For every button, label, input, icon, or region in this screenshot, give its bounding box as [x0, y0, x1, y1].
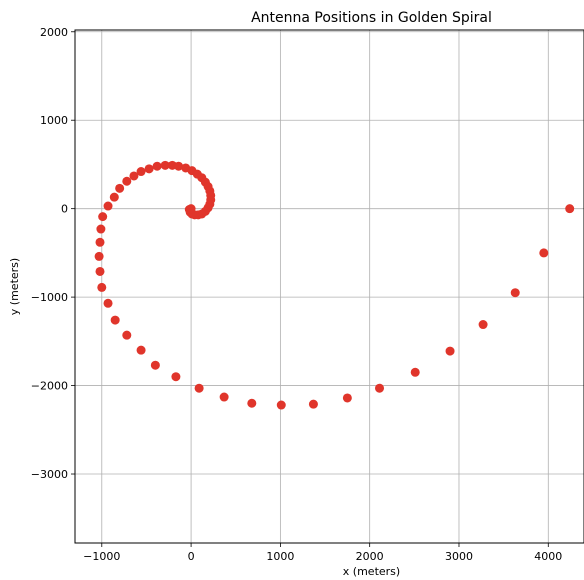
antenna-point [342, 393, 352, 403]
y-axis-label: y (meters) [8, 258, 21, 315]
antenna-point [94, 251, 104, 261]
antenna-point [109, 192, 119, 202]
x-tick-label: −1000 [83, 550, 120, 563]
x-axis-label: x (meters) [343, 565, 400, 578]
antenna-point [410, 367, 420, 377]
x-tick-label: 3000 [445, 550, 473, 563]
x-tick-label: 2000 [356, 550, 384, 563]
antenna-point [171, 372, 181, 382]
antenna-point [95, 266, 105, 276]
antenna-point [160, 160, 170, 170]
antenna-point [565, 204, 575, 214]
antenna-point [174, 161, 184, 171]
antenna-point [115, 183, 125, 193]
antenna-point [97, 282, 107, 292]
y-tick-label: 0 [61, 203, 68, 216]
antenna-point [144, 164, 154, 174]
antenna-point [308, 399, 318, 409]
antenna-point [96, 224, 106, 234]
chart-title: Antenna Positions in Golden Spiral [251, 10, 492, 26]
antenna-point [478, 320, 488, 330]
antenna-point [219, 392, 229, 402]
antenna-point [122, 330, 132, 340]
antenna-point [136, 167, 146, 177]
y-tick-label: 2000 [40, 26, 68, 39]
y-tick-label: 1000 [40, 114, 68, 127]
x-tick-label: 1000 [266, 550, 294, 563]
y-tick-label: −1000 [31, 291, 68, 304]
antenna-point [510, 288, 520, 298]
antenna-point [122, 176, 132, 186]
antenna-point [150, 360, 160, 370]
antenna-point [136, 345, 146, 355]
x-tick-label: 4000 [534, 550, 562, 563]
antenna-point [103, 201, 113, 211]
antenna-point [539, 248, 549, 258]
antenna-point [95, 237, 105, 247]
antenna-point [152, 161, 162, 171]
antenna-point [276, 400, 286, 410]
antenna-point [110, 315, 120, 325]
antenna-point [186, 204, 196, 214]
antenna-point [375, 383, 385, 393]
antenna-point [445, 346, 455, 356]
x-tick-label: 0 [188, 550, 195, 563]
grid [75, 30, 584, 543]
axis-ticks: −1000 0 1000 2000 3000 4000 −3000 −2000 −1000 0 10… [31, 26, 562, 563]
antenna-point [98, 212, 108, 222]
y-tick-label: −2000 [31, 380, 68, 393]
antenna-point [194, 383, 204, 393]
data-points [94, 160, 575, 410]
antenna-point [247, 398, 257, 408]
plot-frame [74, 29, 584, 544]
antenna-point [103, 298, 113, 308]
y-tick-label: −3000 [31, 468, 68, 481]
antenna-point [129, 171, 139, 181]
